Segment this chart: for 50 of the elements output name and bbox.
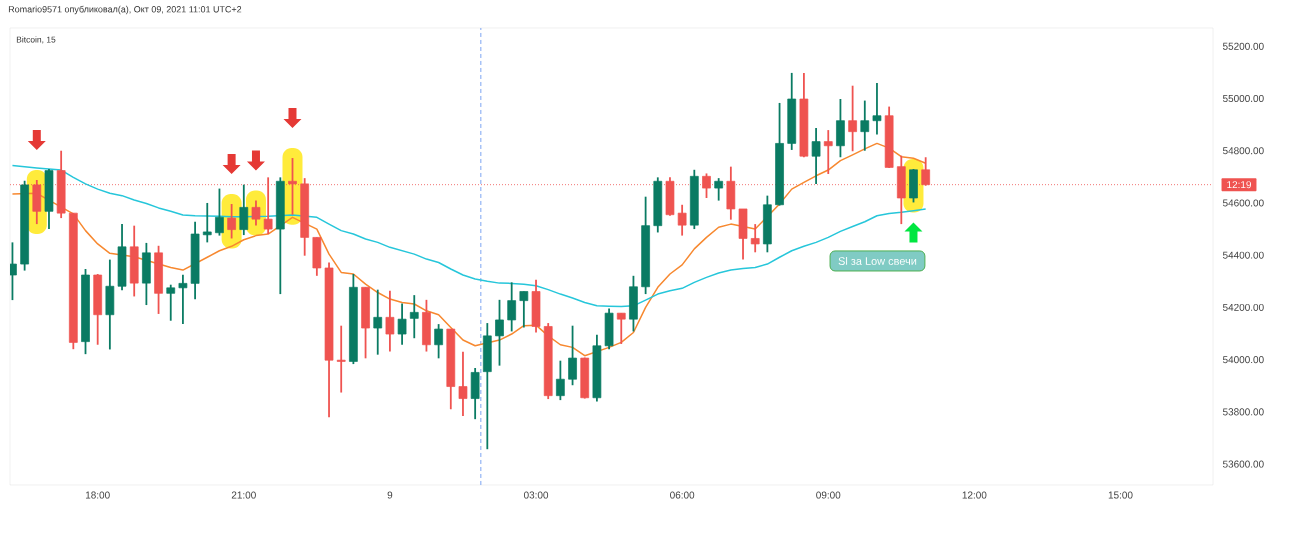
text: 12:19 <box>1227 181 1251 189</box>
candlestick <box>677 203 687 237</box>
candlestick <box>251 199 261 227</box>
candlestick <box>434 323 443 360</box>
y-tick-label: 54600.00 <box>1222 199 1264 207</box>
candlestick <box>507 281 517 333</box>
candlestick <box>848 84 857 153</box>
candlestick <box>823 129 833 175</box>
y-tick-label: 54200.00 <box>1222 303 1264 311</box>
candlestick <box>750 223 760 254</box>
candlestick <box>166 283 176 322</box>
y-tick-label: 55200.00 <box>1222 42 1264 50</box>
candlestick <box>519 290 529 329</box>
line-series <box>11 142 927 357</box>
candlestick <box>409 294 419 340</box>
candlestick <box>458 350 468 417</box>
x-tick-label: 18:00 <box>85 491 110 499</box>
y-tick-label: 53800.00 <box>1222 408 1264 416</box>
candlestick <box>872 82 882 136</box>
annotation: Sl за Low свечи <box>838 256 917 265</box>
candlestick <box>215 187 224 237</box>
candlestick <box>202 202 212 244</box>
chart-title: Romario9571 опубликовал(а), Окт 09, 2021 11:01 UTC+2 <box>8 5 242 15</box>
candlestick <box>714 177 724 202</box>
text: Bitcoin, 15 <box>16 36 56 44</box>
x-tick-label: 9 <box>387 491 393 499</box>
x-tick-label: 06:00 <box>670 491 695 499</box>
y-tick-label: 54000.00 <box>1222 356 1264 364</box>
candlestick <box>860 99 870 152</box>
y-tick-label: 55000.00 <box>1222 94 1264 103</box>
x-tick-label: 21:00 <box>231 491 256 499</box>
candlestick <box>373 288 383 356</box>
candlestick <box>178 273 188 326</box>
candlestick <box>556 359 565 402</box>
candlestick <box>397 302 407 346</box>
y-tick-label: 53600.00 <box>1222 460 1264 468</box>
x-tick-label: 09:00 <box>816 491 841 499</box>
candlestick <box>227 203 236 240</box>
candlestick <box>385 289 395 353</box>
candlestick <box>568 324 577 387</box>
candlestick <box>811 127 821 185</box>
candlestick <box>239 183 249 236</box>
candlestick <box>336 324 346 394</box>
y-tick-label: 54800.00 <box>1222 147 1264 155</box>
x-tick-label: 03:00 <box>523 491 549 499</box>
x-tick-label: 15:00 <box>1108 491 1133 499</box>
candlestick <box>616 312 626 345</box>
candlestick <box>495 298 504 367</box>
x-tick-label: 12:00 <box>962 491 987 499</box>
y-tick-label: 54400.00 <box>1222 251 1264 259</box>
